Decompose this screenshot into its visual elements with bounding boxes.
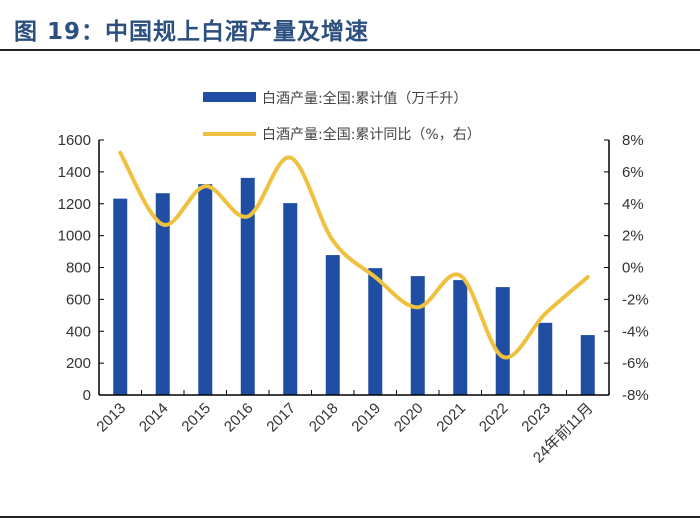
bar-2021 [453, 280, 468, 395]
bar-2014 [155, 193, 170, 395]
bar-2017 [283, 203, 298, 395]
right-tick-label: 6% [622, 164, 644, 181]
x-tick-label: 2014 [136, 400, 172, 436]
bar-2013 [113, 198, 128, 395]
bar-2022 [495, 287, 510, 395]
top-divider [0, 49, 700, 51]
right-tick-label: 8% [622, 132, 644, 149]
x-tick-label: 2022 [476, 400, 512, 436]
x-tick-label: 2013 [93, 400, 129, 436]
x-tick-label: 2018 [306, 400, 342, 436]
legend-line-label: 白酒产量:全国:累计同比（%，右） [262, 126, 481, 143]
left-tick-label: 1400 [58, 164, 91, 181]
right-tick-label: -4% [622, 323, 649, 340]
figure-title: 图 19：中国规上白酒产量及增速 [14, 19, 370, 45]
legend-bar-swatch [203, 92, 256, 102]
right-tick-label: -6% [622, 355, 649, 372]
bar-2019 [368, 268, 383, 395]
bar-24年前11月 [580, 335, 595, 395]
left-tick-label: 1200 [58, 196, 91, 213]
bar-2016 [240, 177, 255, 395]
left-tick-label: 0 [83, 387, 91, 404]
x-tick-label: 2016 [221, 400, 257, 436]
bar-2015 [198, 184, 213, 395]
x-tick-label: 2023 [518, 400, 554, 436]
right-tick-label: -2% [622, 291, 649, 308]
bar-2023 [538, 322, 553, 395]
left-tick-label: 200 [66, 355, 91, 372]
x-tick-label: 2017 [263, 400, 299, 436]
right-tick-label: -8% [622, 387, 649, 404]
left-tick-label: 400 [66, 323, 91, 340]
left-tick-label: 600 [66, 291, 91, 308]
bar-2018 [325, 255, 340, 395]
legend-bar-label: 白酒产量:全国:累计值（万千升） [262, 90, 467, 107]
right-tick-label: 2% [622, 228, 644, 245]
right-tick-label: 4% [622, 196, 644, 213]
bar-2020 [410, 276, 425, 395]
x-tick-label: 2021 [433, 400, 469, 436]
bottom-divider [0, 516, 700, 518]
x-tick-label: 2020 [391, 400, 427, 436]
left-tick-label: 1000 [58, 228, 91, 245]
right-tick-label: 0% [622, 260, 644, 277]
x-tick-label: 2015 [178, 400, 214, 436]
yoy-growth-line [118, 150, 590, 360]
left-tick-label: 1600 [58, 132, 91, 149]
x-tick-label: 2019 [348, 400, 384, 436]
left-tick-label: 800 [66, 260, 91, 277]
